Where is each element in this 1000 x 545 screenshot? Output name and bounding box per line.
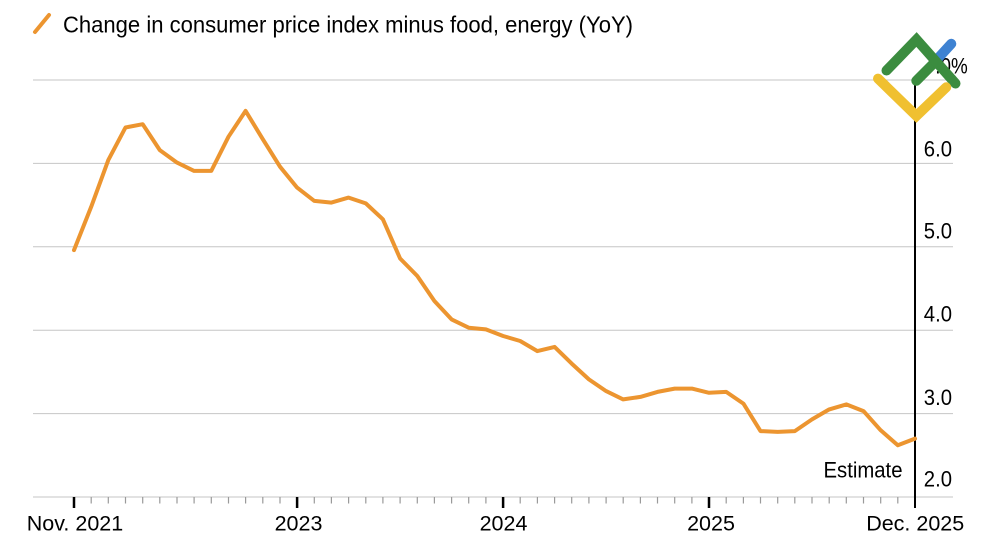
svg-text:Nov. 2021: Nov. 2021: [27, 512, 123, 536]
svg-text:5.0: 5.0: [924, 219, 952, 244]
svg-text:2023: 2023: [275, 512, 323, 536]
svg-text:6.0: 6.0: [924, 136, 952, 161]
svg-text:2025: 2025: [687, 512, 735, 536]
svg-text:3.0: 3.0: [924, 385, 952, 410]
svg-text:2.0: 2.0: [924, 467, 952, 492]
svg-text:Change in consumer price index: Change in consumer price index minus foo…: [63, 12, 633, 38]
svg-text:Estimate: Estimate: [824, 458, 903, 483]
svg-text:4.0: 4.0: [924, 302, 952, 327]
svg-text:2024: 2024: [480, 512, 528, 536]
svg-text:Dec. 2025: Dec. 2025: [866, 512, 964, 536]
